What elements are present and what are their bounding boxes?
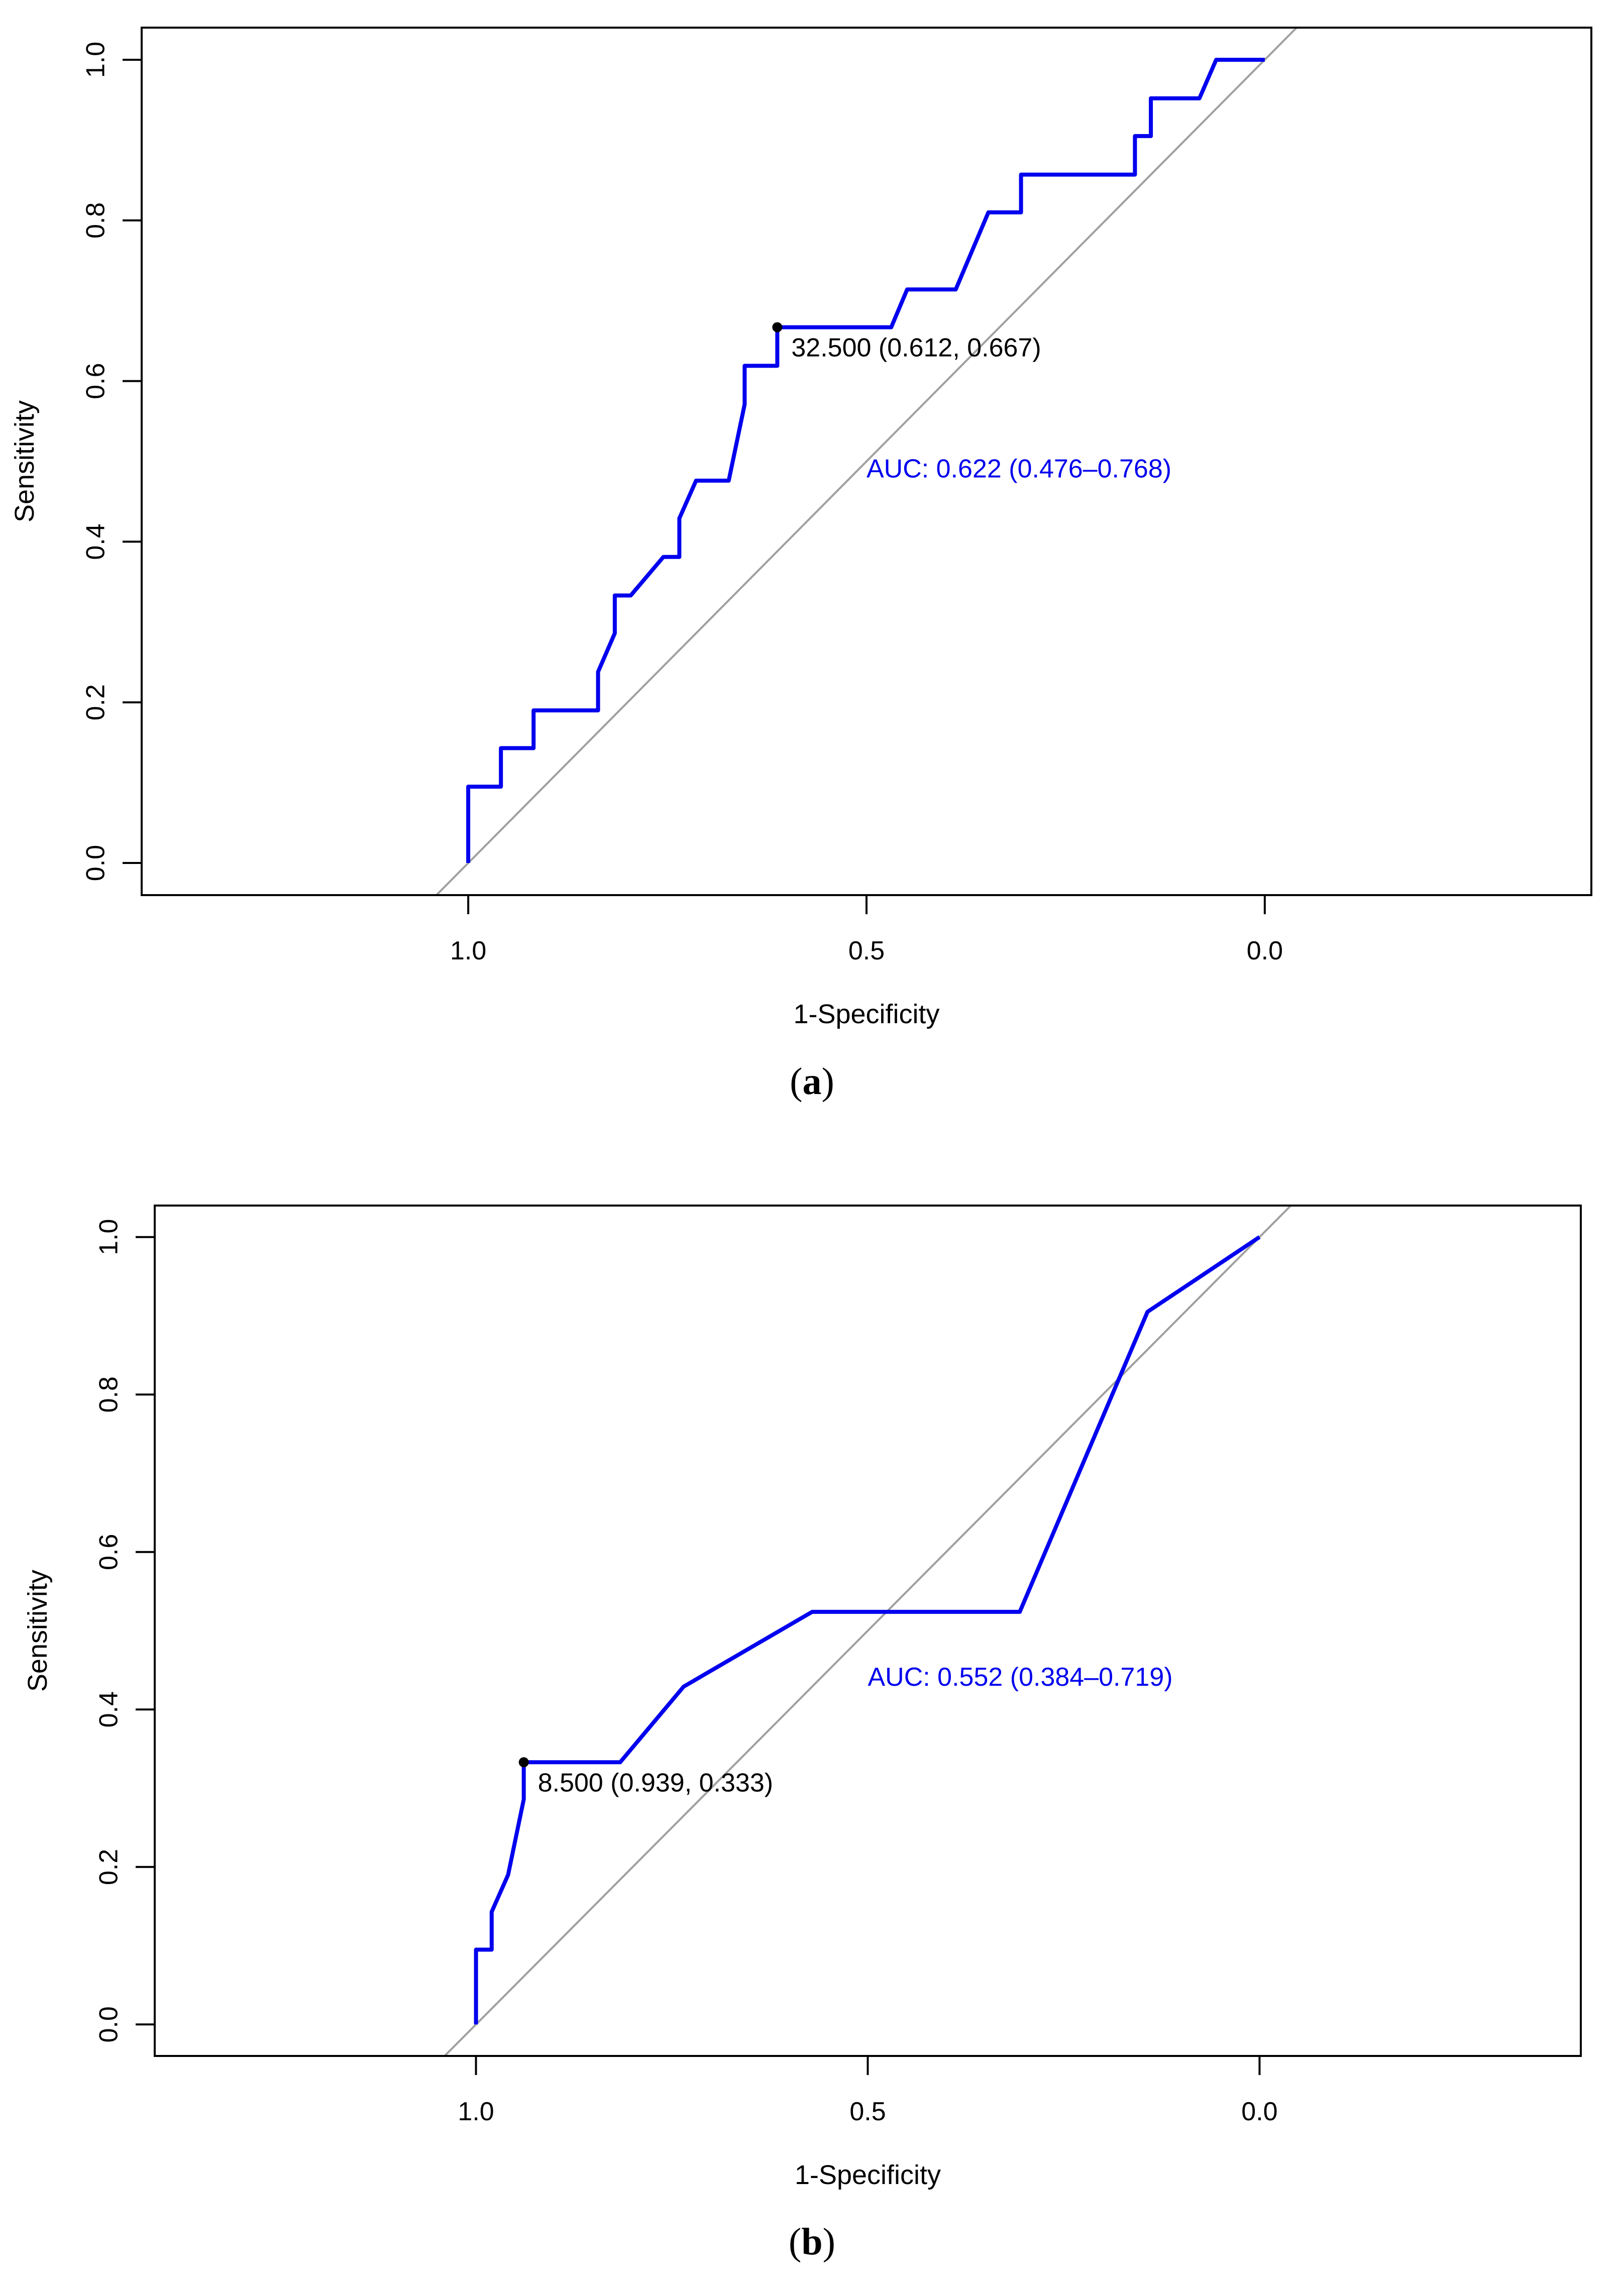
threshold-point <box>772 322 783 333</box>
panel-b: 1.0 0.5 0.0 0.0 0.2 0.4 0.6 0.8 1.0 1-Specificity… <box>0 1170 1624 2284</box>
y-tick-label: 0.6 <box>81 363 111 399</box>
y-axis-title: Sensitivity <box>23 1570 53 1692</box>
y-tick-label: 0.2 <box>81 684 111 720</box>
caption-b-label: b <box>801 2221 823 2263</box>
x-tick-label: 0.0 <box>1241 2097 1277 2126</box>
auc-label: AUC: 0.622 (0.476–0.768) <box>867 454 1171 483</box>
y-tick-label: 1.0 <box>81 42 111 78</box>
x-tick-label: 1.0 <box>458 2097 494 2126</box>
auc-label: AUC: 0.552 (0.384–0.719) <box>868 1663 1173 1692</box>
y-tick-label: 0.0 <box>94 2006 124 2042</box>
y-tick-label: 0.4 <box>94 1691 124 1727</box>
x-tick-label: 0.5 <box>848 936 885 965</box>
x-tick-label: 0.5 <box>849 2097 886 2126</box>
diagonal-reference-line <box>444 1206 1292 2056</box>
roc-curve-line <box>466 58 1265 863</box>
x-tick-label: 1.0 <box>450 936 486 965</box>
y-tick-label: 0.2 <box>94 1849 124 1885</box>
roc-chart-b: 1.0 0.5 0.0 0.0 0.2 0.4 0.6 0.8 1.0 1-Specificity… <box>23 1205 1582 2190</box>
threshold-label: 32.500 (0.612, 0.667) <box>791 333 1041 362</box>
roc-chart-a: 1.0 0.5 0.0 0.0 0.2 0.4 0.6 0.8 1.0 1-Specificity… <box>10 27 1592 1029</box>
x-tick-label: 0.0 <box>1247 936 1283 965</box>
y-axis-title: Sensitivity <box>10 400 40 522</box>
y-tick-label: 0.4 <box>81 523 111 560</box>
caption-b: (b) <box>789 2221 835 2263</box>
y-tick-label: 0.0 <box>81 845 111 881</box>
panel-a: 1.0 0.5 0.0 0.0 0.2 0.4 0.6 0.8 1.0 1-Specificity… <box>0 0 1624 1140</box>
y-tick-label: 1.0 <box>94 1219 124 1255</box>
y-tick-label: 0.8 <box>81 202 111 239</box>
threshold-point <box>518 1757 529 1768</box>
x-axis-title: 1-Specificity <box>795 2160 941 2190</box>
threshold-label: 8.500 (0.939, 0.333) <box>538 1768 773 1797</box>
caption-a: (a) <box>790 1060 834 1103</box>
y-tick-label: 0.8 <box>94 1376 124 1412</box>
y-tick-label: 0.6 <box>94 1534 124 1570</box>
x-axis-title: 1-Specificity <box>793 999 939 1029</box>
diagonal-reference-line <box>436 28 1297 895</box>
caption-a-label: a <box>802 1060 822 1103</box>
